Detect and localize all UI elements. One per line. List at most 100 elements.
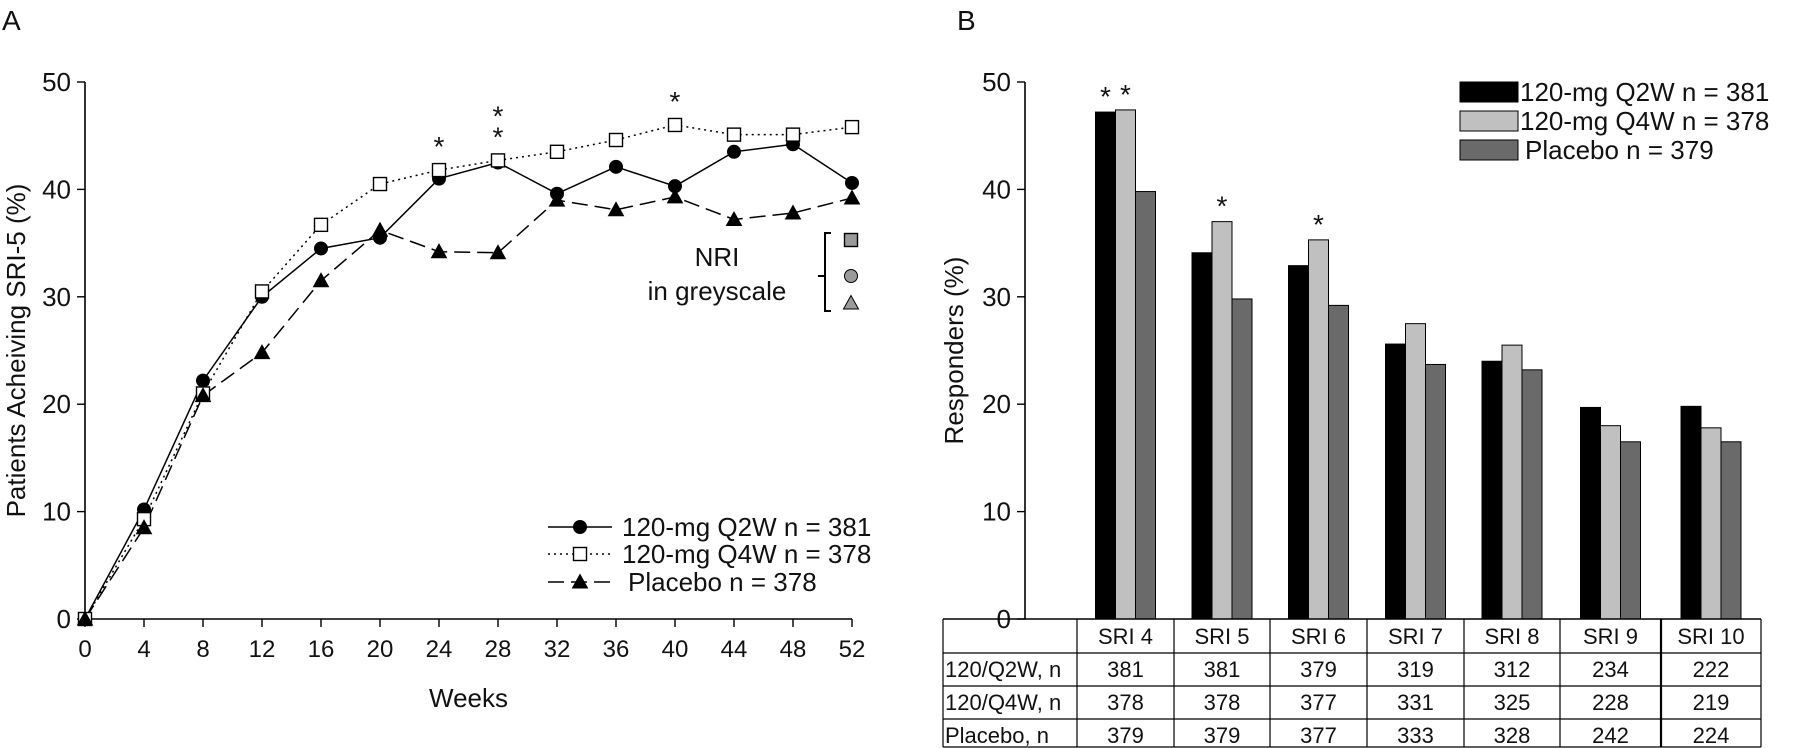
data-point-series-2	[431, 162, 447, 178]
legend-marker-1	[573, 520, 587, 534]
bar-3	[1620, 441, 1641, 620]
data-point-series-3	[76, 610, 94, 626]
data-point-series-2	[372, 176, 388, 192]
nri-label: NRI	[695, 242, 740, 272]
y-tick-label: 30	[42, 282, 71, 312]
bar-2	[1308, 239, 1329, 620]
table-cell: 325	[1494, 690, 1531, 715]
x-tick-label: 40	[662, 636, 689, 663]
y-tick-label: 50	[982, 67, 1011, 97]
x-category-label: SRI 7	[1388, 624, 1443, 649]
data-point-series-2	[254, 284, 270, 299]
data-point-series-3	[253, 344, 271, 360]
nri-grey-square	[843, 232, 859, 248]
data-point-series-3	[371, 221, 389, 237]
bar-1	[1481, 360, 1503, 620]
legend-swatch-2	[1459, 110, 1519, 132]
bar-3	[1328, 304, 1349, 620]
bar-2	[1115, 109, 1136, 620]
y-tick-label: 40	[42, 174, 71, 204]
significance-asterisk: *	[434, 131, 445, 162]
bar-3	[1425, 363, 1446, 620]
y-tick-label: 0	[57, 604, 71, 634]
significance-asterisk: *	[670, 86, 681, 117]
x-tick-label: 8	[196, 636, 209, 663]
data-point-series-1	[727, 144, 741, 159]
x-tick-label: 16	[308, 636, 335, 663]
y-axis-title: Responders (%)	[939, 257, 969, 445]
data-point-series-3	[489, 244, 507, 260]
table-cell: 377	[1300, 690, 1337, 715]
table-row-label: 120/Q2W, n	[945, 657, 1061, 682]
table-cell: 378	[1107, 690, 1144, 715]
x-category-label: SRI 9	[1583, 624, 1638, 649]
y-tick-label: 50	[42, 67, 71, 97]
x-category-label: SRI 5	[1194, 624, 1249, 649]
bar-2	[1700, 427, 1722, 620]
x-tick-label: 28	[485, 636, 512, 663]
x-category-label: SRI 4	[1098, 624, 1153, 649]
table-cell: 379	[1107, 723, 1144, 748]
x-tick-label: 48	[780, 636, 807, 663]
table-cell: 319	[1397, 657, 1434, 682]
legend-marker-3	[571, 573, 589, 589]
bar-1	[1191, 252, 1213, 620]
table-cell: 381	[1204, 657, 1241, 682]
y-tick-label: 20	[982, 389, 1011, 419]
data-point-series-3	[725, 210, 743, 226]
x-category-label: SRI 6	[1291, 624, 1346, 649]
legend-label-2: 120-mg Q4W n = 378	[622, 539, 871, 569]
bar-1	[1095, 111, 1116, 620]
table-cell: 378	[1204, 690, 1241, 715]
data-point-series-3	[430, 243, 448, 259]
legend-swatch-3	[1459, 139, 1519, 161]
x-tick-label: 20	[367, 636, 394, 663]
data-point-series-2	[549, 144, 565, 160]
x-category-label: SRI 10	[1677, 624, 1744, 649]
x-tick-label: 4	[137, 636, 150, 663]
data-point-series-3	[135, 519, 153, 535]
bar-2	[1600, 425, 1621, 620]
panel-label-b: B	[957, 5, 976, 36]
x-tick-label: 36	[603, 636, 630, 663]
table-cell: 333	[1397, 723, 1434, 748]
significance-asterisk: *	[1120, 79, 1131, 110]
x-tick-label: 12	[249, 636, 276, 663]
y-tick-label: 30	[982, 282, 1011, 312]
bar-3	[1720, 441, 1742, 620]
y-tick-label: 40	[982, 174, 1011, 204]
bar-2	[1501, 344, 1523, 620]
nri-bracket	[818, 232, 831, 312]
bar-2	[1405, 323, 1426, 620]
table-cell: 219	[1693, 690, 1730, 715]
data-point-series-3	[784, 204, 802, 220]
bar-1	[1580, 406, 1601, 620]
x-tick-label: 52	[839, 636, 866, 663]
nri-grey-triangle	[842, 294, 860, 310]
x-category-label: SRI 8	[1484, 624, 1539, 649]
table-row-label: 120/Q4W, n	[945, 690, 1061, 715]
bar-3	[1521, 369, 1543, 620]
series-line-1	[84, 143, 853, 620]
data-point-series-3	[843, 189, 861, 205]
bar-1	[1385, 343, 1406, 620]
significance-asterisk: *	[493, 121, 504, 152]
bar-1	[1288, 265, 1309, 620]
legend-swatch-1	[1459, 81, 1519, 103]
legend-marker-2	[572, 546, 588, 562]
bar-1	[1680, 405, 1702, 620]
table-cell: 331	[1397, 690, 1434, 715]
bar-3	[1231, 298, 1253, 620]
data-point-series-2	[667, 117, 683, 133]
data-point-series-1	[609, 159, 623, 174]
y-axis-title: Patients Acheiving SRI-5 (%)	[1, 184, 31, 518]
legend-label-2: 120-mg Q4W n = 378	[1520, 106, 1769, 136]
series-line-3	[84, 196, 853, 620]
data-point-series-3	[194, 387, 212, 403]
bar-3	[1135, 191, 1156, 620]
table-cell: 224	[1693, 723, 1730, 748]
x-tick-label: 0	[78, 636, 91, 663]
significance-asterisk: *	[1217, 191, 1228, 222]
data-point-series-2	[785, 127, 801, 142]
